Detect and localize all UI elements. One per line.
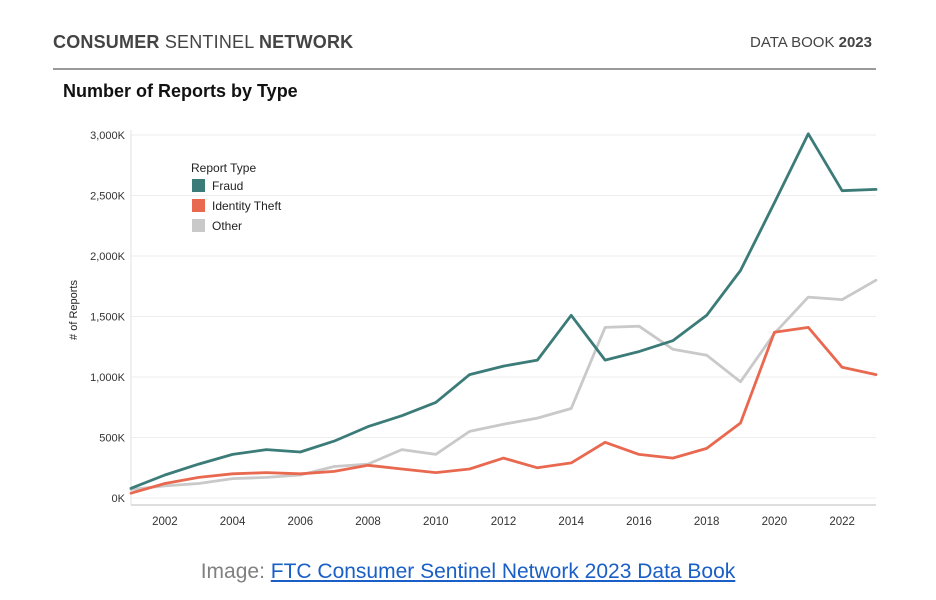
title-network: NETWORK	[258, 32, 354, 52]
x-tick-label: 2006	[288, 516, 314, 528]
x-tick-label: 2004	[220, 516, 246, 528]
data-book-label: DATA BOOK 2023	[750, 34, 872, 51]
y-tick-label: 1,000K	[90, 372, 126, 384]
y-tick-label: 1,500K	[90, 312, 126, 324]
x-tick-label: 2010	[423, 516, 449, 528]
legend-label-identity-theft: Identity Theft	[212, 199, 282, 213]
source-link[interactable]: FTC Consumer Sentinel Network 2023 Data …	[270, 560, 736, 583]
chart-title: Number of Reports by Type	[63, 81, 298, 101]
header-divider	[53, 68, 876, 70]
publication-title: CONSUMER SENTINEL NETWORK	[53, 32, 353, 53]
y-axis-label: # of Reports	[68, 280, 80, 340]
x-tick-label: 2014	[558, 516, 584, 528]
x-tick-label: 2002	[152, 516, 178, 528]
image-caption: Image: FTC Consumer Sentinel Network 202…	[0, 560, 936, 584]
y-tick-label: 2,000K	[90, 251, 126, 263]
y-tick-label: 3,000K	[90, 130, 126, 142]
series-line-fraud	[129, 132, 878, 490]
caption-prefix: Image:	[200, 560, 265, 583]
legend-swatch-other	[192, 219, 205, 232]
x-tick-label: 2012	[491, 516, 517, 528]
x-tick-label: 2016	[626, 516, 652, 528]
y-tick-label: 500K	[99, 433, 125, 445]
x-tick-label: 2022	[829, 516, 855, 528]
line-chart: 0K 500K 1,000K 1,500K 2,000K 2,500K 3,000K 2002…	[68, 130, 878, 528]
y-tick-label: 2,500K	[90, 191, 126, 203]
y-tick-label: 0K	[112, 493, 126, 505]
legend-title: Report Type	[191, 161, 256, 175]
data-book-year: 2023	[838, 34, 872, 51]
x-tick-label: 2008	[355, 516, 381, 528]
legend-label-other: Other	[212, 219, 242, 233]
data-book-text: DATA BOOK	[749, 34, 835, 51]
x-tick-label: 2020	[762, 516, 788, 528]
x-tick-label: 2018	[694, 516, 720, 528]
series-line-identity-theft	[129, 325, 878, 495]
legend-swatch-fraud	[192, 179, 205, 192]
legend-swatch-identity-theft	[192, 199, 205, 212]
series-line-other	[129, 278, 878, 491]
title-sentinel: SENTINEL	[164, 32, 254, 52]
title-consumer: CONSUMER	[53, 32, 160, 52]
legend-label-fraud: Fraud	[212, 179, 243, 193]
